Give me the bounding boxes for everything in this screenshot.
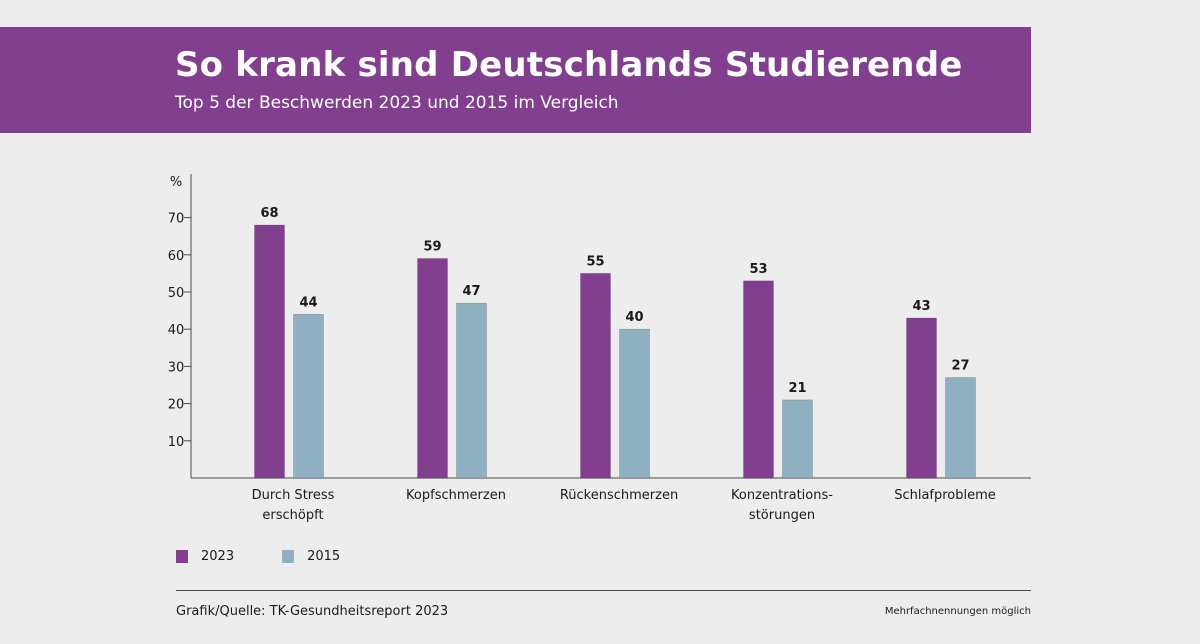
category-label-3-0: Konzentrations- <box>731 488 833 503</box>
legend-item-2015: 2015 <box>282 549 340 564</box>
category-label-2-0: Rückenschmerzen <box>560 488 678 503</box>
bar-value-label-2015-4: 27 <box>951 359 969 374</box>
bar-value-label-2023-1: 59 <box>423 240 441 255</box>
bar-value-label-2023-3: 53 <box>749 262 767 277</box>
legend-swatch-2023 <box>176 550 188 563</box>
bar-2023-2 <box>580 273 611 479</box>
chart-subtitle: Top 5 der Beschwerden 2023 und 2015 im V… <box>175 93 619 113</box>
bar-value-label-2015-3: 21 <box>788 381 806 396</box>
legend-item-2023: 2023 <box>176 549 234 564</box>
legend-label-2015: 2015 <box>307 549 341 564</box>
bar-value-label-2023-0: 68 <box>260 206 278 221</box>
bar-2023-4 <box>906 317 937 479</box>
title-banner: So krank sind Deutschlands Studierende T… <box>0 27 1031 133</box>
y-tick-label-70: 70 <box>168 212 185 227</box>
y-tick-label-20: 20 <box>168 398 185 413</box>
legend-label-2023: 2023 <box>201 549 235 564</box>
bar-value-label-2015-0: 44 <box>299 295 317 310</box>
y-tick-label-60: 60 <box>168 249 185 264</box>
y-tick-label-40: 40 <box>168 323 185 338</box>
y-tick-label-30: 30 <box>168 360 185 375</box>
bar-2015-1 <box>456 302 487 479</box>
legend-swatch-2015 <box>282 550 295 563</box>
multiple-answers-note: Mehrfachnennungen möglich <box>884 606 1031 617</box>
category-label-4-0: Schlafprobleme <box>894 488 996 503</box>
category-label-0-1: erschöpft <box>262 508 323 523</box>
chart-title: So krank sind Deutschlands Studierende <box>175 45 963 85</box>
legend: 2023 2015 <box>176 549 340 564</box>
bar-2023-3 <box>743 280 774 479</box>
y-tick-label-50: 50 <box>168 286 185 301</box>
bar-value-label-2023-2: 55 <box>586 254 604 269</box>
y-tick-label-10: 10 <box>168 435 185 450</box>
category-label-3-1: störungen <box>749 508 815 523</box>
bar-2015-2 <box>619 328 650 479</box>
bar-2023-0 <box>254 224 285 479</box>
bar-value-label-2015-1: 47 <box>462 284 480 299</box>
bar-2015-0 <box>293 314 324 479</box>
category-label-0-0: Durch Stress <box>252 488 335 503</box>
category-label-1-0: Kopfschmerzen <box>406 488 506 503</box>
y-axis-unit-label: % <box>170 175 182 190</box>
footer-divider <box>176 590 1031 591</box>
bar-2015-3 <box>782 399 813 479</box>
bar-value-label-2015-2: 40 <box>625 310 643 325</box>
bar-2015-4 <box>945 377 976 479</box>
source-note: Grafik/Quelle: TK-Gesundheitsreport 2023 <box>176 604 449 619</box>
bar-2023-1 <box>417 258 448 479</box>
bar-value-label-2023-4: 43 <box>912 299 930 314</box>
